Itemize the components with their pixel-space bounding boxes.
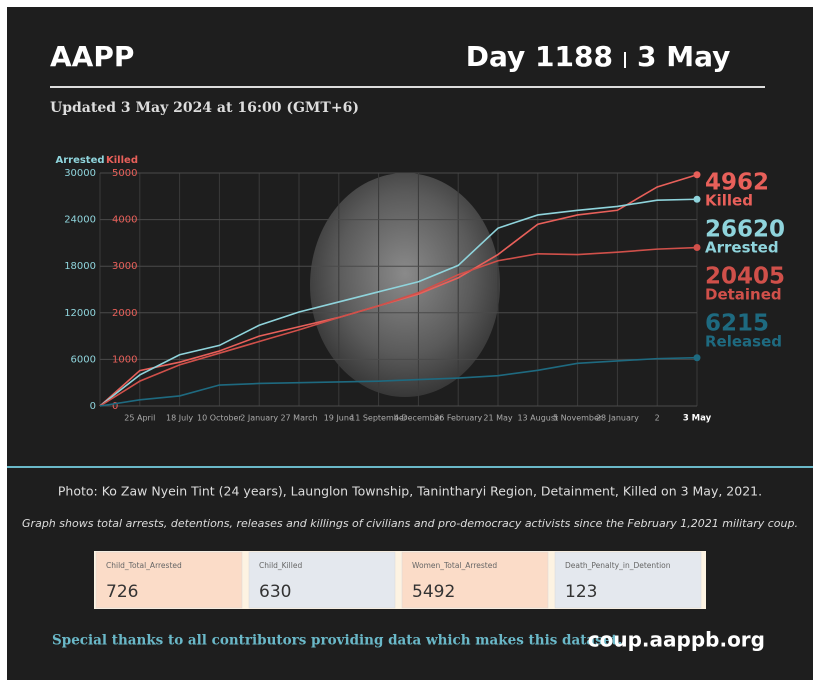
stat-value: 726 (106, 582, 138, 602)
stat-card (401, 551, 549, 609)
x-tick-label: 26 February (434, 414, 482, 423)
stat-value: 123 (565, 582, 597, 602)
end-value-label: 4962 (705, 170, 769, 196)
end-value-label: 26620 (705, 217, 785, 243)
stat-card (95, 551, 243, 609)
stat-label: Death_Penalty_in_Detention (565, 561, 671, 570)
x-tick-label: 27 March (280, 414, 317, 423)
stat-card (248, 551, 396, 609)
x-tick-label: 2 (655, 414, 660, 423)
x-tick-label: 3 May (683, 414, 712, 424)
y2-tick-label: 1000 (112, 354, 137, 365)
x-tick-label: 4 December (394, 414, 444, 423)
y-tick-label: 6000 (71, 354, 96, 365)
x-tick-label: 25 April (124, 414, 155, 423)
legend-label: Arrested (705, 239, 779, 257)
y2-tick-label: 2000 (112, 308, 137, 319)
y-tick-label: 0 (90, 401, 96, 412)
end-dot (693, 195, 701, 203)
stat-card (554, 551, 702, 609)
x-tick-label: 11 September (350, 414, 408, 423)
stat-label: Women_Total_Arrested (412, 561, 497, 570)
y-tick-label: 18000 (64, 261, 96, 272)
y2-tick-label: 5000 (112, 168, 137, 179)
stat-value: 5492 (412, 582, 455, 602)
stat-label: Child_Total_Arrested (106, 561, 182, 570)
stat-label: Child_Killed (259, 561, 302, 570)
y2-tick-label: 4000 (112, 215, 137, 226)
date: 3 May (637, 40, 730, 73)
x-tick-label: 10 October (197, 414, 242, 423)
legend-label: Released (705, 333, 782, 351)
series-line (99, 246, 698, 407)
brand: AAPP (50, 40, 134, 73)
day: Day 1188 (466, 40, 613, 73)
x-tick-label: 2 January (240, 414, 278, 423)
thanks: Special thanks to all contributors provi… (52, 633, 622, 649)
stat-value: 630 (259, 582, 291, 602)
note: Graph shows total arrests, detentions, r… (22, 517, 798, 530)
caption: Photo: Ko Zaw Nyein Tint (24 years), Lau… (58, 484, 762, 499)
x-tick-label: 18 July (166, 414, 193, 423)
y-tick-label: 24000 (64, 215, 96, 226)
legend-label: Killed (705, 192, 753, 210)
updated: Updated 3 May 2024 at 16:00 (GMT+6) (50, 100, 359, 116)
legend-label: Detained (705, 286, 782, 304)
x-tick-label: 21 May (483, 414, 513, 423)
y-tick-label: 12000 (64, 308, 96, 319)
x-tick-label: 5 November (553, 414, 603, 423)
y2-axis-title: Killed (106, 155, 138, 166)
y2-tick-label: 3000 (112, 261, 137, 272)
y-tick-label: 30000 (64, 168, 96, 179)
series-line (99, 356, 698, 407)
end-dot (693, 354, 701, 362)
y2-tick-label: 0 (112, 401, 118, 412)
end-value-label: 6215 (705, 311, 769, 337)
end-dot (693, 171, 701, 179)
end-value-label: 20405 (705, 264, 785, 290)
url: coup.aappb.org (588, 628, 765, 652)
x-tick-label: 19 June (324, 414, 354, 423)
series-line (99, 198, 698, 407)
end-dot (693, 244, 701, 252)
x-tick-label: 13 August (517, 414, 558, 423)
y-axis-title: Arrested (55, 155, 104, 166)
x-tick-label: 28 January (596, 414, 639, 423)
